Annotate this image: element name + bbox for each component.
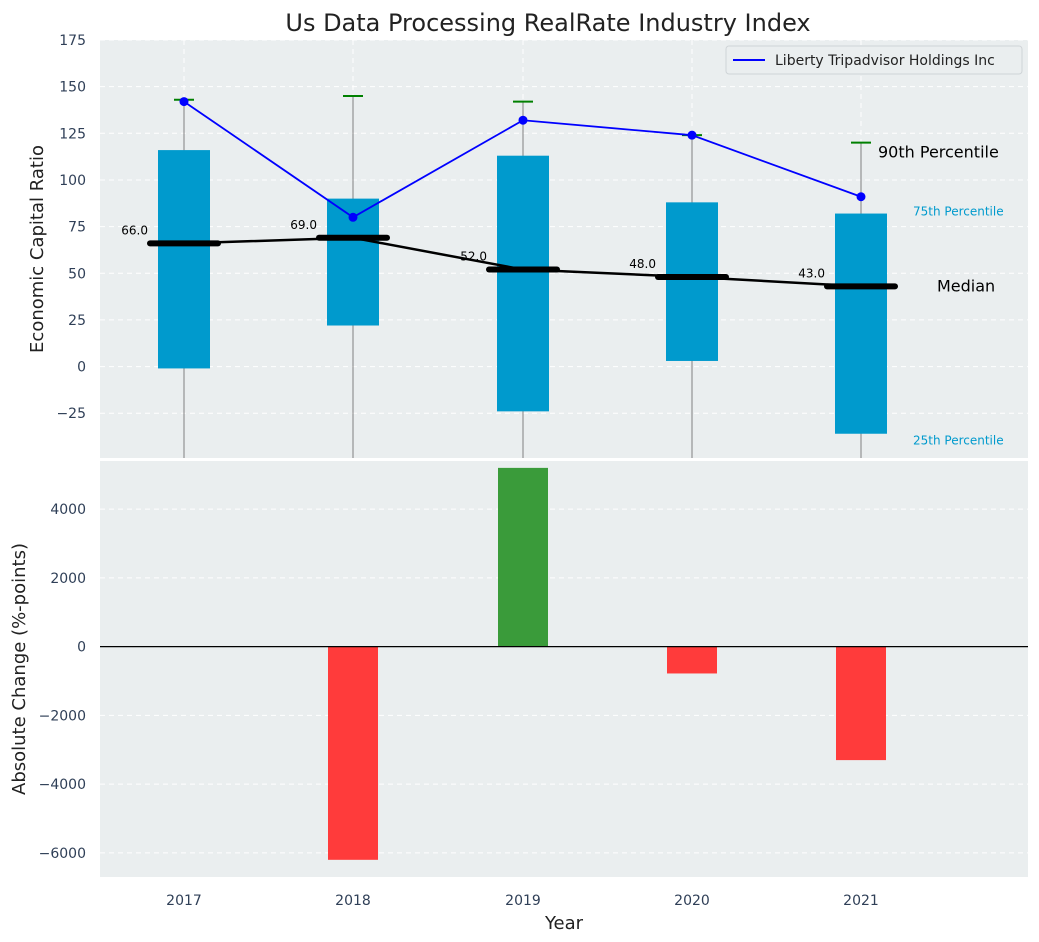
top-y-tick-label: 150 (59, 80, 86, 96)
legend-company-label: Liberty Tripadvisor Holdings Inc (775, 53, 995, 69)
bottom-y-tick-labels: −6000 −4000 −2000 0 2000 4000 (39, 502, 86, 862)
top-plot-area (100, 40, 1028, 458)
company-point (179, 97, 189, 107)
p90-annotation: 90th Percentile (878, 143, 999, 162)
bottom-plot-area (100, 461, 1028, 877)
median-series: 66.0 69.0 52.0 48.0 43.0 (121, 218, 898, 290)
positive-change-bar (498, 467, 548, 647)
company-point (518, 115, 528, 125)
top-y-tick-labels: −25 0 25 50 75 100 125 150 175 (56, 33, 86, 422)
x-tick-labels: 2017 2018 2019 2020 2021 (166, 893, 879, 909)
percentile-box (497, 155, 549, 412)
p75-annotation: 75th Percentile (913, 205, 1004, 219)
bottom-y-axis-title: Absolute Change (%-points) (9, 543, 30, 795)
company-point (348, 212, 358, 222)
bottom-y-tick-label: 4000 (50, 502, 86, 518)
negative-change-bar (836, 646, 886, 761)
median-annotation: Median (937, 276, 995, 295)
bottom-y-tick-label: −2000 (39, 708, 86, 724)
median-value-label: 43.0 (798, 266, 825, 280)
top-y-tick-label: 0 (77, 360, 86, 376)
top-y-tick-label: 25 (68, 313, 86, 329)
bottom-y-tick-label: −6000 (39, 846, 86, 862)
change-bars (328, 467, 886, 860)
x-tick-label: 2020 (674, 893, 710, 909)
chart-title: Us Data Processing RealRate Industry Ind… (285, 9, 810, 37)
x-tick-label: 2021 (843, 893, 879, 909)
top-y-tick-label: 175 (59, 33, 86, 49)
top-y-tick-label: −25 (56, 406, 86, 422)
median-value-label: 66.0 (121, 223, 148, 237)
company-point (687, 130, 697, 140)
negative-change-bar (667, 646, 717, 674)
legend: Liberty Tripadvisor Holdings Inc (725, 45, 1023, 75)
bottom-panel: −6000 −4000 −2000 0 2000 4000 2017 2018 2019 202… (9, 461, 1028, 934)
x-tick-label: 2017 (166, 893, 202, 909)
company-series (179, 97, 866, 222)
median-value-label: 52.0 (460, 250, 487, 264)
x-tick-label: 2019 (505, 893, 541, 909)
top-y-tick-label: 125 (59, 126, 86, 142)
legend-box (725, 45, 1023, 75)
x-axis-title: Year (544, 913, 584, 934)
bottom-y-tick-label: 2000 (50, 571, 86, 587)
top-y-tick-label: 50 (68, 266, 86, 282)
top-panel: −25 0 25 50 75 100 125 150 175 66.0 69.0 52.0 48.0 4… (27, 33, 1028, 458)
percentile-box (835, 213, 887, 434)
median-value-label: 69.0 (290, 218, 317, 232)
top-y-axis-title: Economic Capital Ratio (27, 145, 48, 353)
median-value-label: 48.0 (629, 257, 656, 271)
percentile-annotations: 90th Percentile 75th Percentile Median 25th… (878, 143, 1004, 448)
top-y-tick-label: 75 (68, 220, 86, 236)
x-tick-label: 2018 (335, 893, 371, 909)
company-point (856, 192, 866, 202)
top-y-tick-label: 100 (59, 173, 86, 189)
percentile-box (666, 202, 718, 361)
p25-annotation: 25th Percentile (913, 434, 1004, 448)
bottom-y-tick-label: 0 (77, 640, 86, 656)
percentile-box (158, 150, 210, 369)
negative-change-bar (328, 646, 378, 860)
bottom-y-tick-label: −4000 (39, 777, 86, 793)
